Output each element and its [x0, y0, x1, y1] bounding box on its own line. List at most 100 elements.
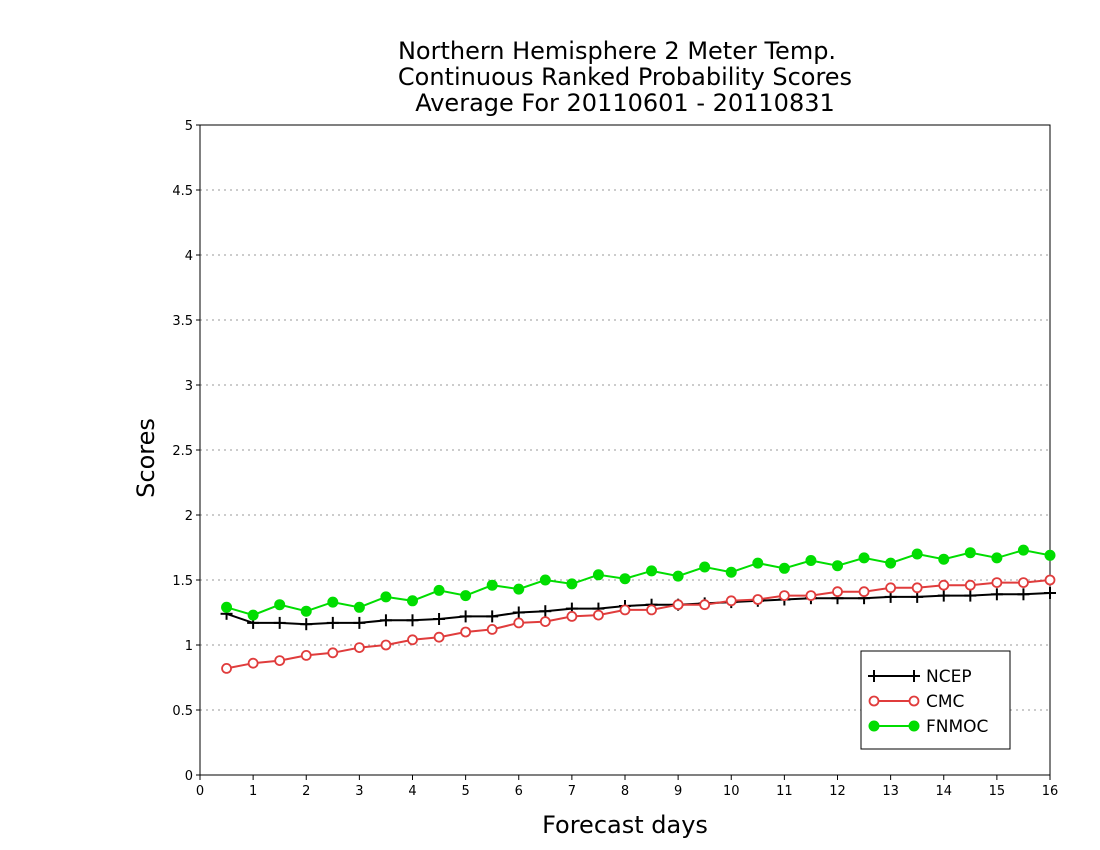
legend-item-cmc: CMC: [868, 692, 964, 712]
y-tick-label: 0: [185, 769, 193, 784]
y-tick-label: 4: [185, 249, 193, 264]
point-fnmoc: [300, 605, 312, 617]
point-cmc: [460, 626, 472, 638]
y-axis-label: Scores: [132, 418, 160, 498]
point-cmc: [247, 657, 259, 669]
point-fnmoc: [885, 557, 897, 569]
point-fnmoc: [566, 578, 578, 590]
x-tick-label: 4: [408, 784, 416, 799]
point-ncep: [990, 588, 1003, 601]
point-fnmoc: [460, 590, 472, 602]
point-cmc: [566, 611, 578, 622]
point-cmc: [672, 599, 684, 611]
point-fnmoc: [221, 601, 233, 613]
point-fnmoc: [778, 562, 790, 574]
point-cmc: [725, 595, 737, 607]
point-fnmoc: [1044, 549, 1056, 561]
point-cmc: [274, 655, 286, 666]
point-cmc: [832, 586, 843, 598]
x-tick-label: 0: [196, 784, 204, 799]
point-cmc: [619, 604, 631, 616]
y-tick-label: 3.5: [172, 314, 193, 329]
y-tick-label: 1: [185, 639, 193, 654]
point-ncep: [459, 610, 472, 623]
chart-title-line-1: Northern Hemisphere 2 Meter Temp.: [398, 37, 836, 65]
legend-item-ncep: NCEP: [868, 667, 972, 687]
point-fnmoc: [672, 570, 684, 582]
point-ncep: [964, 589, 977, 602]
point-fnmoc: [725, 566, 737, 578]
chart-title: Northern Hemisphere 2 Meter Temp. Contin…: [398, 37, 852, 117]
point-ncep: [486, 610, 499, 623]
point-fnmoc: [805, 555, 817, 566]
chart-title-line-2: Continuous Ranked Probability Scores: [398, 63, 852, 91]
x-tick-label: 11: [776, 784, 793, 799]
point-fnmoc: [433, 584, 445, 596]
point-cmc: [885, 582, 897, 594]
point-cmc: [327, 647, 339, 659]
point-fnmoc: [327, 596, 339, 608]
point-ncep: [326, 616, 339, 629]
point-fnmoc: [380, 591, 392, 603]
x-tick-label: 8: [621, 784, 629, 799]
legend-marker: [908, 670, 920, 682]
point-cmc: [407, 634, 418, 646]
point-ncep: [433, 613, 446, 625]
grid-lines: [200, 189, 1050, 711]
x-tick-label: 1: [249, 784, 257, 799]
x-tick-label: 9: [674, 784, 682, 799]
point-fnmoc: [247, 609, 259, 621]
point-cmc: [938, 579, 950, 591]
point-fnmoc: [858, 552, 870, 564]
y-tick-label: 4.5: [172, 184, 193, 199]
series-layer: [220, 544, 1056, 674]
series-ncep: [220, 587, 1056, 631]
point-cmc: [778, 590, 790, 601]
y-tick-label: 5: [185, 119, 193, 134]
point-fnmoc: [911, 548, 923, 560]
series-cmc: [221, 574, 1056, 674]
point-cmc: [593, 609, 604, 621]
legend-item-fnmoc: FNMOC: [868, 717, 988, 737]
legend-label-ncep: NCEP: [926, 667, 972, 687]
point-cmc: [858, 586, 870, 598]
point-fnmoc: [699, 561, 711, 573]
x-tick-label: 7: [568, 784, 576, 799]
x-tick-label: 15: [989, 784, 1006, 799]
point-ncep: [512, 606, 525, 619]
point-cmc: [221, 663, 232, 674]
legend-marker: [908, 720, 920, 732]
point-cmc: [646, 604, 657, 616]
point-cmc: [300, 650, 312, 661]
point-cmc: [353, 642, 365, 653]
y-tick-label: 2: [185, 509, 193, 524]
point-cmc: [380, 639, 392, 651]
legend-label-cmc: CMC: [926, 692, 964, 712]
point-cmc: [991, 577, 1003, 588]
point-cmc: [964, 579, 976, 591]
x-axis-label: Forecast days: [542, 811, 708, 839]
point-cmc: [1044, 574, 1056, 586]
point-cmc: [805, 590, 817, 601]
point-ncep: [406, 614, 419, 627]
point-ncep: [1017, 588, 1030, 601]
legend-marker: [868, 695, 880, 707]
point-fnmoc: [274, 599, 286, 611]
point-ncep: [353, 616, 366, 629]
point-ncep: [937, 589, 950, 602]
x-tick-label: 5: [461, 784, 469, 799]
point-fnmoc: [991, 552, 1003, 564]
point-fnmoc: [964, 547, 976, 559]
series-fnmoc: [221, 544, 1056, 621]
x-tick-label: 10: [723, 784, 740, 799]
y-tick-label: 2.5: [172, 444, 193, 459]
point-ncep: [300, 618, 313, 631]
point-fnmoc: [353, 601, 365, 613]
legend-marker: [868, 720, 880, 732]
legend: NCEP CMC FNMOC: [860, 650, 1011, 750]
point-fnmoc: [592, 569, 604, 581]
x-tick-label: 13: [882, 784, 899, 799]
x-tick-label: 6: [515, 784, 523, 799]
point-cmc: [539, 616, 551, 627]
